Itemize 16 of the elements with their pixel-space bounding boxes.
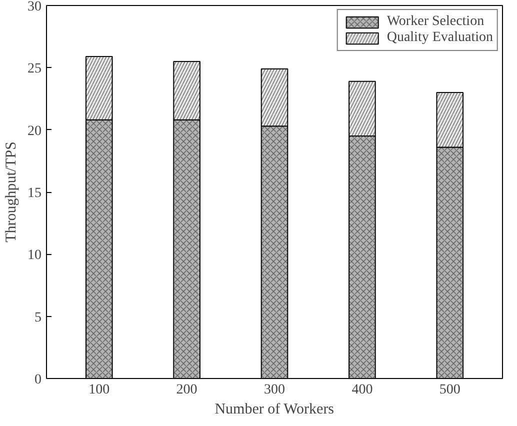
x-tick-label: 400 (352, 382, 373, 398)
legend-label: Quality Evaluation (386, 30, 493, 46)
x-tick-label: 200 (176, 382, 198, 398)
x-tick-label: 500 (439, 382, 460, 398)
y-tick-label: 25 (28, 62, 42, 77)
y-tick-label: 15 (28, 186, 42, 201)
y-tick-label: 10 (28, 248, 42, 264)
y-tick-label: 0 (34, 372, 42, 388)
y-axis-title: Throughput/TPS (4, 142, 20, 242)
legend-label: Worker Selection (386, 14, 484, 30)
x-tick-label: 100 (88, 382, 110, 398)
y-tick-label: 5 (34, 310, 42, 326)
x-axis-title: Number of Workers (214, 402, 334, 418)
x-tick-label: 300 (264, 382, 285, 398)
y-tick-label: 30 (28, 0, 42, 14)
y-tick-label: 20 (28, 124, 42, 139)
